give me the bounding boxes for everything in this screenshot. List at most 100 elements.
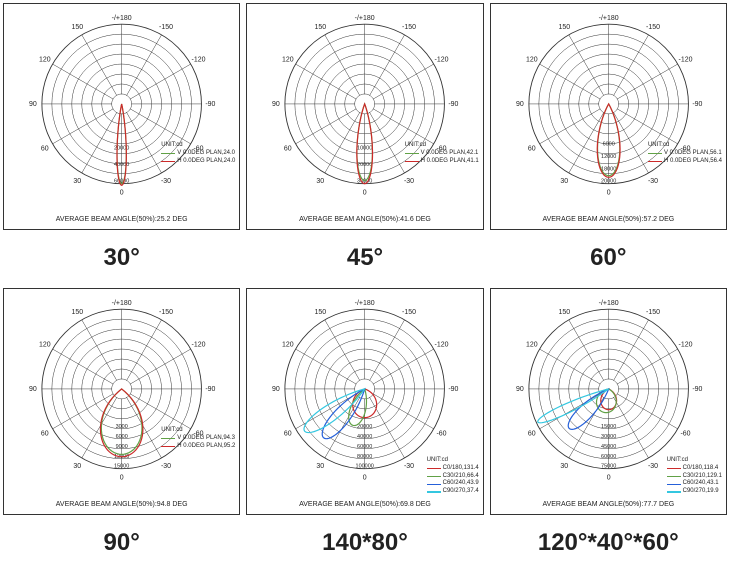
panel-cell: -/+180-150-120-90-60-3003060901201501500… <box>490 288 727 567</box>
polar-chart: -/+180-150-120-90-60-3003060901201501000… <box>247 4 482 229</box>
ring-label: 6000 <box>116 434 128 440</box>
legend: UNIT:cdV 0.0DEG PLAN,42.1H 0.0DEG PLAN,4… <box>405 142 479 165</box>
axis-tick-label: 30 <box>560 178 568 185</box>
axis-tick-label: 120 <box>526 342 538 349</box>
legend-label: V 0.0DEG PLAN,42.1 <box>421 150 479 158</box>
axis-tick-label: 0 <box>363 475 367 482</box>
legend: UNIT:cdV 0.0DEG PLAN,24.0H 0.0DEG PLAN,2… <box>161 142 235 165</box>
axis-tick-label: -120 <box>192 57 206 64</box>
axis-tick-label: -120 <box>678 342 692 349</box>
panel-grid: -/+180-150-120-90-60-3003060901201502000… <box>0 0 730 570</box>
legend-swatch <box>405 153 419 155</box>
chart-footer: AVERAGE BEAM ANGLE(50%):25.2 DEG <box>4 216 239 223</box>
legend-unit: UNIT:cd <box>405 142 479 150</box>
axis-top-label: -/+180 <box>112 15 132 22</box>
legend-swatch <box>161 161 175 163</box>
axis-tick-label: 120 <box>282 342 294 349</box>
legend-unit: UNIT:cd <box>161 142 235 150</box>
axis-tick-label: 120 <box>39 57 51 64</box>
legend-item: C60/240,43.1 <box>667 480 722 488</box>
axis-top-label: -/+180 <box>355 15 375 22</box>
legend-label: C90/270,19.9 <box>683 488 719 496</box>
ring-label: 30000 <box>601 434 616 440</box>
axis-tick-label: 60 <box>528 145 536 152</box>
axis-tick-label: -30 <box>161 178 171 185</box>
ring-label: 12000 <box>601 154 616 160</box>
axis-tick-label: -90 <box>449 101 459 108</box>
axis-tick-label: -30 <box>648 463 658 470</box>
axis-tick-label: 90 <box>29 101 37 108</box>
axis-tick-label: 120 <box>39 342 51 349</box>
legend-swatch <box>667 468 681 470</box>
chart-footer: AVERAGE BEAM ANGLE(50%):94.8 DEG <box>4 501 239 508</box>
legend-swatch <box>648 161 662 163</box>
legend-item: C0/180,118.4 <box>667 465 722 473</box>
axis-tick-label: 60 <box>41 145 49 152</box>
legend-swatch <box>161 438 175 440</box>
chart-panel: -/+180-150-120-90-60-3003060901201501000… <box>246 3 483 230</box>
axis-tick-label: -150 <box>402 309 416 316</box>
ring-label: 6000 <box>602 142 614 148</box>
axis-tick-label: -150 <box>159 24 173 31</box>
chart-panel: -/+180-150-120-90-60-3003060901201502000… <box>246 288 483 515</box>
axis-tick-label: 0 <box>120 475 124 482</box>
ring-label: 3000 <box>116 424 128 430</box>
legend-unit: UNIT:cd <box>427 457 479 465</box>
panel-cell: -/+180-150-120-90-60-3003060901201502000… <box>3 3 240 282</box>
legend-swatch <box>427 484 441 486</box>
ring-label: 15000 <box>114 464 129 470</box>
chart-panel: -/+180-150-120-90-60-3003060901201502000… <box>3 3 240 230</box>
legend-swatch <box>427 491 441 493</box>
legend-item: C0/180,131.4 <box>427 465 479 473</box>
chart-footer: AVERAGE BEAM ANGLE(50%):57.2 DEG <box>491 216 726 223</box>
ring-label: 45000 <box>601 444 616 450</box>
legend-swatch <box>405 161 419 163</box>
polar-chart: -/+180-150-120-90-60-3003060901201506000… <box>491 4 726 229</box>
legend-swatch <box>667 484 681 486</box>
axis-tick-label: 60 <box>528 430 536 437</box>
axis-tick-label: -90 <box>449 386 459 393</box>
axis-tick-label: 60 <box>284 145 292 152</box>
panel-cell: -/+180-150-120-90-60-3003060901201506000… <box>490 3 727 282</box>
legend-item: V 0.0DEG PLAN,94.3 <box>161 435 235 443</box>
axis-tick-label: 90 <box>516 386 524 393</box>
ring-label: 60000 <box>357 444 372 450</box>
ring-label: 20000 <box>601 179 616 185</box>
axis-tick-label: 150 <box>558 309 570 316</box>
chart-footer: AVERAGE BEAM ANGLE(50%):77.7 DEG <box>491 501 726 508</box>
legend-item: C90/270,19.9 <box>667 488 722 496</box>
ring-label: 75000 <box>601 464 616 470</box>
legend-unit-text: UNIT:cd <box>161 142 182 150</box>
axis-tick-label: -90 <box>205 386 215 393</box>
legend-item: H 0.0DEG PLAN,41.1 <box>405 158 479 166</box>
legend-swatch <box>161 446 175 448</box>
legend-swatch <box>648 153 662 155</box>
ring-label: 18000 <box>601 166 616 172</box>
axis-tick-label: -30 <box>404 178 414 185</box>
panel-caption: 30° <box>3 244 240 272</box>
legend-swatch <box>667 476 681 478</box>
legend-unit-text: UNIT:cd <box>161 427 182 435</box>
axis-tick-label: -150 <box>159 309 173 316</box>
ring-label: 15000 <box>601 424 616 430</box>
legend: UNIT:cdC0/180,131.4C30/210,66.4C60/240,4… <box>427 457 479 496</box>
axis-tick-label: 150 <box>71 309 83 316</box>
axis-tick-label: 120 <box>526 57 538 64</box>
legend-label: C60/240,43.1 <box>683 480 719 488</box>
chart-footer: AVERAGE BEAM ANGLE(50%):41.6 DEG <box>247 216 482 223</box>
legend-item: V 0.0DEG PLAN,42.1 <box>405 150 479 158</box>
ring-label: 20000 <box>357 162 372 168</box>
legend-label: C0/180,118.4 <box>683 465 719 473</box>
axis-tick-label: 0 <box>606 190 610 197</box>
axis-top-label: -/+180 <box>355 300 375 307</box>
legend-unit-text: UNIT:cd <box>405 142 426 150</box>
ring-label: 20000 <box>357 424 372 430</box>
axis-tick-label: 0 <box>120 190 124 197</box>
legend-item: V 0.0DEG PLAN,24.0 <box>161 150 235 158</box>
legend-swatch <box>427 476 441 478</box>
legend-label: V 0.0DEG PLAN,24.0 <box>177 150 235 158</box>
chart-panel: -/+180-150-120-90-60-3003060901201506000… <box>490 3 727 230</box>
axis-tick-label: 0 <box>606 475 610 482</box>
axis-tick-label: 120 <box>282 57 294 64</box>
axis-tick-label: -30 <box>404 463 414 470</box>
